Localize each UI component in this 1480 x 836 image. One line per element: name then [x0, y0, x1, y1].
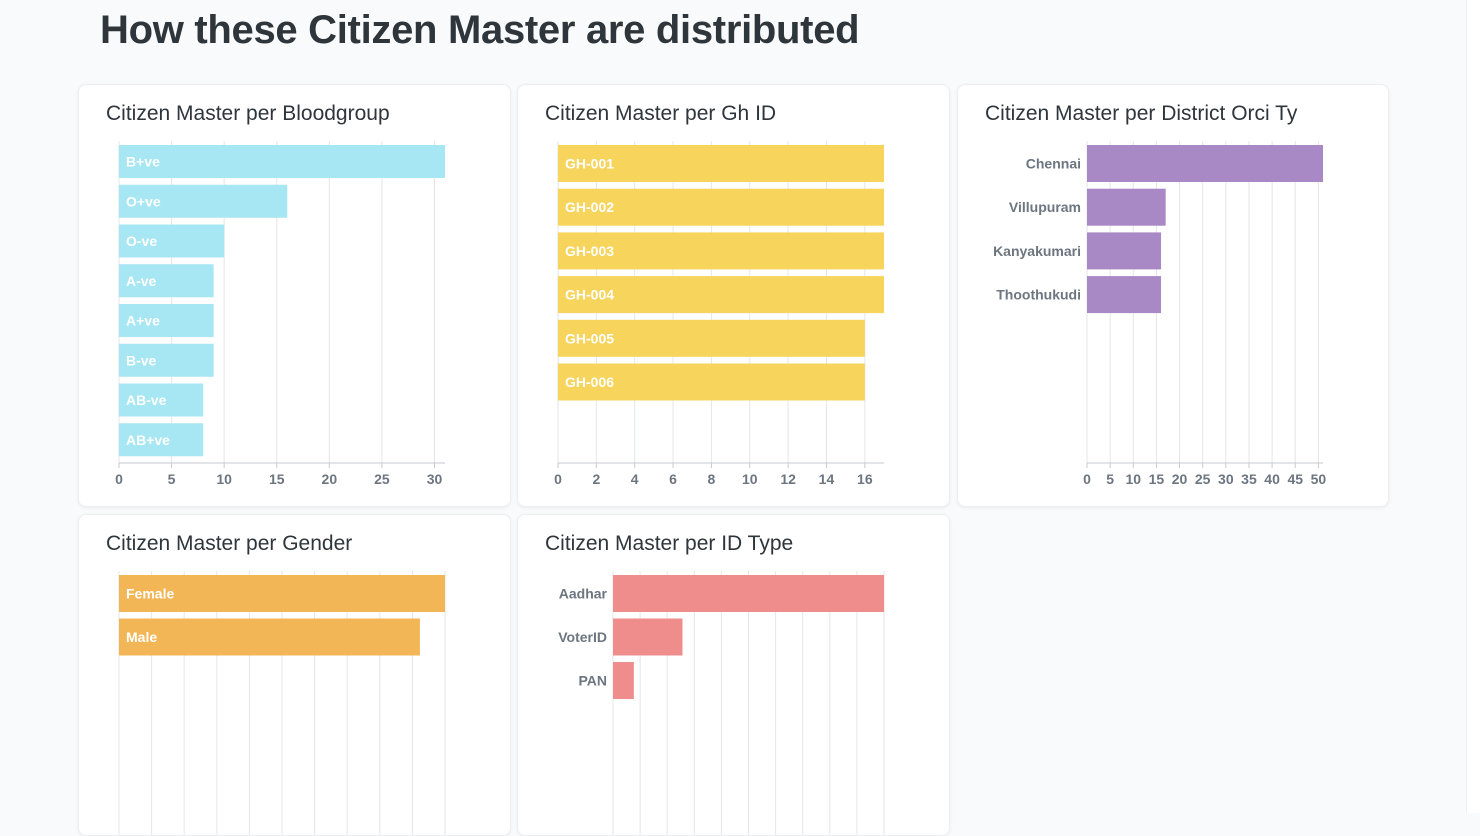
x-tick-label: 10 [216, 471, 232, 487]
category-label: A-ve [126, 273, 157, 289]
bar-ab-ve[interactable] [119, 423, 204, 457]
bar-chart-gender: Female Male [118, 571, 446, 835]
category-label: O-ve [126, 233, 157, 249]
bar-gh-002[interactable] [558, 188, 884, 226]
x-tick-label: 25 [374, 471, 390, 487]
bar-o-ve[interactable] [119, 224, 225, 258]
x-tick-label: 16 [857, 471, 873, 487]
bar-gh-001[interactable] [558, 145, 884, 182]
bar-voterid[interactable] [613, 618, 683, 656]
category-label: O+ve [126, 193, 161, 209]
x-tick-label: 4 [631, 471, 639, 487]
bar-male[interactable] [119, 618, 420, 656]
x-tick-label: 50 [1311, 471, 1327, 487]
x-tick-label: 15 [269, 471, 285, 487]
bar-villupuram[interactable] [1087, 188, 1166, 226]
x-tick-label: 25 [1195, 471, 1211, 487]
chart-title-idtype[interactable]: Citizen Master per ID Type [545, 532, 794, 555]
page-title: How these Citizen Master are distributed [100, 8, 860, 52]
category-label: B-ve [126, 352, 157, 368]
chart-card-idtype[interactable]: Citizen Master per ID Type Aadhar VoterID… [517, 514, 950, 836]
category-label: Villupuram [1009, 199, 1081, 215]
category-label: GH-004 [565, 287, 614, 303]
x-tick-label: 0 [554, 471, 562, 487]
chart-title-district[interactable]: Citizen Master per District Orci Ty [985, 102, 1298, 125]
bar-kanyakumari[interactable] [1087, 232, 1162, 270]
bar-chart-ghid: GH-001 GH-002 GH-003 GH-004 GH-005 GH-006 0 2 4 6… [554, 141, 884, 487]
x-tick-label: 10 [1125, 471, 1141, 487]
scrollbar-track[interactable] [1466, 0, 1480, 813]
category-label: Thoothukudi [996, 287, 1081, 303]
x-tick-label: 5 [168, 471, 176, 487]
bar-chart-idtype: Aadhar VoterID PAN [558, 571, 885, 835]
chart-card-gender[interactable]: Citizen Master per Gender Female Male [78, 514, 511, 836]
x-tick-label: 5 [1106, 471, 1114, 487]
x-tick-label: 15 [1149, 471, 1165, 487]
category-label: Aadhar [559, 586, 608, 602]
x-tick-label: 8 [708, 471, 716, 487]
bar-gh-004[interactable] [558, 276, 884, 314]
bar-a-ve[interactable] [119, 264, 214, 298]
x-tick-label: 2 [592, 471, 600, 487]
category-label: Female [126, 586, 174, 602]
bar-gh-003[interactable] [558, 232, 884, 270]
x-tick-label: 45 [1287, 471, 1303, 487]
category-label: Kanyakumari [993, 243, 1081, 259]
chart-title-ghid[interactable]: Citizen Master per Gh ID [545, 102, 777, 125]
x-tick-label: 35 [1241, 471, 1257, 487]
bar-female[interactable] [119, 575, 445, 612]
bar-pan[interactable] [613, 662, 634, 699]
category-label: AB-ve [126, 392, 167, 408]
x-tick-label: 20 [1172, 471, 1188, 487]
category-label: GH-006 [565, 374, 614, 390]
x-tick-label: 20 [322, 471, 338, 487]
category-label: A+ve [126, 313, 160, 329]
x-tick-label: 0 [1083, 471, 1091, 487]
bar-b-ve[interactable] [119, 343, 214, 377]
category-label: VoterID [558, 629, 607, 645]
category-label: Male [126, 629, 157, 645]
chart-title-bloodgroup[interactable]: Citizen Master per Bloodgroup [106, 102, 390, 125]
x-tick-label: 12 [780, 471, 796, 487]
bar-gh-006[interactable] [558, 363, 865, 401]
chart-card-district[interactable]: Citizen Master per District Orci Ty Chen… [957, 84, 1389, 507]
bar-chart-bloodgroup: B+ve O+ve O-ve A-ve A+ve B-ve AB-ve AB+ve 0 5 10 15… [115, 141, 445, 487]
bar-ab-ve[interactable] [119, 383, 204, 417]
x-tick-label: 30 [427, 471, 443, 487]
x-tick-label: 0 [115, 471, 123, 487]
bar-aadhar[interactable] [613, 575, 884, 612]
bar-o-ve[interactable] [119, 184, 288, 218]
category-label: AB+ve [126, 432, 170, 448]
x-tick-label: 6 [669, 471, 677, 487]
bar-a-ve[interactable] [119, 304, 214, 337]
category-label: GH-002 [565, 199, 614, 215]
category-label: B+ve [126, 154, 160, 170]
bar-chennai[interactable] [1087, 145, 1323, 182]
x-tick-label: 30 [1218, 471, 1234, 487]
category-label: GH-005 [565, 330, 614, 346]
category-label: PAN [578, 673, 607, 689]
chart-card-bloodgroup[interactable]: Citizen Master per Bloodgroup B+ve O+ve O-… [78, 84, 511, 507]
bar-b-ve[interactable] [119, 145, 445, 178]
chart-card-ghid[interactable]: Citizen Master per Gh ID GH-001 GH-002 GH-… [517, 84, 950, 507]
category-label: GH-001 [565, 156, 614, 172]
bar-thoothukudi[interactable] [1087, 276, 1162, 314]
category-label: Chennai [1026, 156, 1081, 172]
x-tick-label: 14 [819, 471, 835, 487]
bar-gh-005[interactable] [558, 319, 865, 357]
x-tick-label: 10 [742, 471, 758, 487]
bar-chart-district: Chennai Villupuram Kanyakumari Thoothukudi 0… [993, 141, 1327, 487]
x-tick-label: 40 [1264, 471, 1280, 487]
chart-title-gender[interactable]: Citizen Master per Gender [106, 532, 353, 555]
category-label: GH-003 [565, 243, 614, 259]
